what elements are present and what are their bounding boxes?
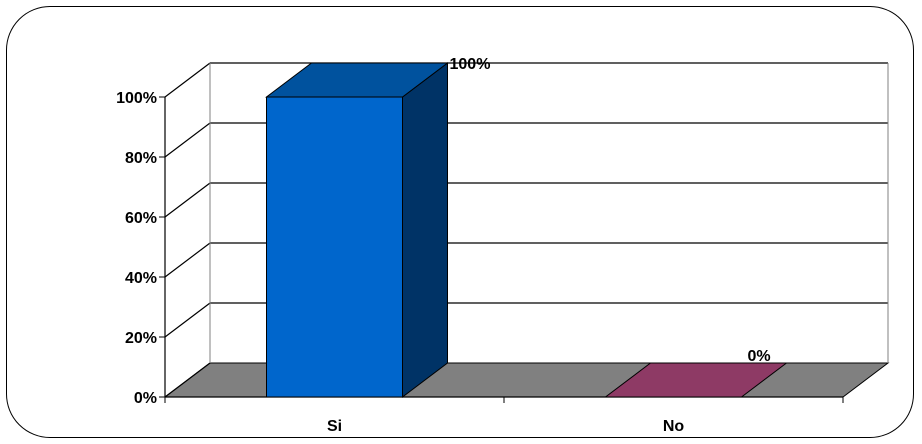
y-tick-label: 20% xyxy=(125,330,157,347)
gridline-side xyxy=(164,242,211,278)
chart-frame xyxy=(6,6,914,438)
bar-top xyxy=(265,62,449,98)
gridline-side xyxy=(164,362,211,398)
bar-front xyxy=(266,96,403,398)
gridline-side xyxy=(164,302,211,338)
data-label: 0% xyxy=(748,348,771,365)
bar-top xyxy=(604,362,788,398)
gridline-side xyxy=(164,62,211,98)
y-tick-label: 60% xyxy=(125,210,157,227)
gridline-side xyxy=(164,182,211,218)
data-label: 100% xyxy=(450,56,491,73)
x-category-label: No xyxy=(663,418,685,435)
y-tick-label: 100% xyxy=(116,90,157,107)
bar-side xyxy=(402,61,448,399)
bar-no xyxy=(604,362,788,398)
y-tick-label: 40% xyxy=(125,270,157,287)
y-tick-label: 0% xyxy=(134,390,157,407)
bars xyxy=(265,61,788,399)
bar-si xyxy=(265,61,449,399)
labels: 0% 20% 40% 60% 80% 100% 100% Si 0% No xyxy=(116,56,771,435)
gridline-side xyxy=(164,122,211,158)
x-category-label: Si xyxy=(327,418,342,435)
y-tick-label: 80% xyxy=(125,150,157,167)
